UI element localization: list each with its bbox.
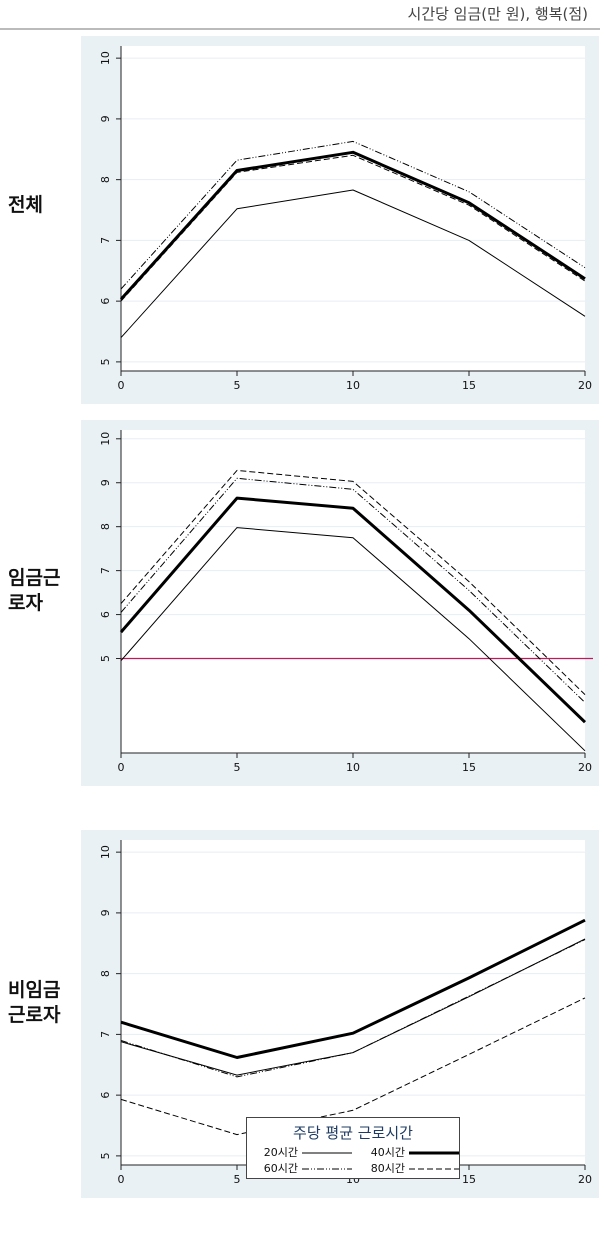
series-line-60h — [120, 939, 586, 1078]
y-tick-label: 8 — [99, 523, 112, 530]
y-tick-label: 7 — [99, 237, 112, 244]
x-tick-label: 20 — [578, 1173, 592, 1186]
x-tick-label: 0 — [118, 379, 125, 392]
chart-panel-wage-workers: 5 6 7 8 9 10 0 5 10 15 20 — [81, 420, 599, 786]
row-label-total: 전체 — [8, 193, 43, 218]
y-tick-label: 8 — [99, 176, 112, 183]
series-line-20h — [120, 527, 586, 752]
plot-area — [121, 840, 585, 1165]
series-line-40h — [119, 150, 586, 301]
x-tick-label: 15 — [462, 379, 476, 392]
x-tick-label: 15 — [462, 761, 476, 774]
chart-panel-non-wage-workers: 5 6 7 8 9 10 0 5 10 15 20 — [81, 830, 599, 1198]
x-tick-label: 5 — [234, 1173, 241, 1186]
series-line-80h — [120, 469, 586, 695]
series-line-40h — [120, 918, 586, 1059]
header: 시간당 임금(만 원), 행복(점) — [0, 0, 600, 30]
legend-label-60h: 60시간 — [263, 1162, 298, 1175]
y-tick-label: 10 — [99, 845, 112, 859]
legend-label-20h: 20시간 — [263, 1146, 298, 1159]
y-tick-label: 5 — [99, 1152, 112, 1159]
legend-title: 주당 평균 근로시간 — [293, 1124, 413, 1142]
legend: 주당 평균 근로시간 20시간 40시간 60시간 80시간 — [246, 1117, 460, 1179]
y-tick-label: 10 — [99, 432, 112, 446]
unit-text: 시간당 임금(만 원), 행복(점) — [407, 5, 588, 23]
x-tick-label: 10 — [346, 761, 360, 774]
row-label-nonwage-line1: 비임금 — [8, 979, 61, 1001]
y-tick-label: 6 — [99, 611, 112, 618]
y-tick-label: 7 — [99, 1031, 112, 1038]
row-label-non-wage-workers: 비임금 근로자 — [8, 978, 60, 1028]
row-label-nonwage-line2: 근로자 — [8, 1004, 61, 1026]
y-tick-label: 8 — [99, 970, 112, 977]
y-tick-label: 9 — [99, 479, 112, 486]
x-tick-label: 10 — [346, 379, 360, 392]
x-tick-label: 5 — [234, 761, 241, 774]
series-line-60h — [120, 477, 586, 703]
x-tick-label: 20 — [578, 761, 592, 774]
chart-svg: 5 6 7 8 9 10 0 5 10 15 20 — [99, 46, 592, 392]
row-label-total-line1: 전체 — [8, 194, 43, 216]
series-line-60h — [120, 140, 586, 290]
y-tick-label: 5 — [99, 358, 112, 365]
series-line-20h — [120, 189, 586, 338]
row-label-wage-line2: 로자 — [8, 592, 43, 614]
series-line-40h — [119, 496, 587, 724]
row-label-wage-workers: 임금근 로자 — [8, 566, 60, 616]
y-tick-label: 9 — [99, 115, 112, 122]
y-tick-label: 6 — [99, 298, 112, 305]
legend-label-40h: 40시간 — [370, 1146, 405, 1159]
y-tick-label: 10 — [99, 51, 112, 65]
plot-area — [121, 430, 585, 753]
y-tick-label: 9 — [99, 909, 112, 916]
chart-panel-total: 5 6 7 8 9 10 0 5 10 15 20 — [81, 36, 599, 404]
y-tick-label: 5 — [99, 655, 112, 662]
x-tick-label: 15 — [462, 1173, 476, 1186]
x-tick-label: 0 — [118, 1173, 125, 1186]
x-tick-label: 0 — [118, 761, 125, 774]
chart-svg: 5 6 7 8 9 10 0 5 10 15 20 — [99, 430, 593, 774]
series-line-80h — [120, 997, 586, 1136]
row-label-wage-line1: 임금근 — [8, 567, 61, 589]
y-tick-label: 6 — [99, 1092, 112, 1099]
legend-label-80h: 80시간 — [370, 1162, 405, 1175]
plot-area — [121, 46, 585, 371]
x-tick-label: 5 — [234, 379, 241, 392]
y-tick-label: 7 — [99, 567, 112, 574]
series-line-80h — [120, 154, 586, 302]
x-tick-label: 20 — [578, 379, 592, 392]
